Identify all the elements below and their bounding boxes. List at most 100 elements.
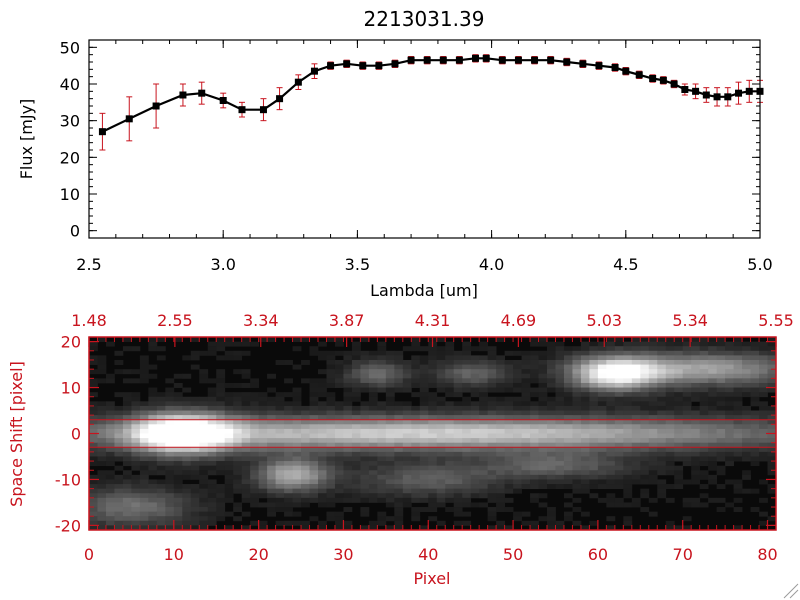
image-pixel xyxy=(292,451,302,457)
image-pixel xyxy=(343,419,353,425)
image-pixel xyxy=(530,456,539,462)
image-pixel xyxy=(648,382,658,388)
image-pixel xyxy=(699,442,709,448)
image-pixel xyxy=(614,419,624,425)
image-pixel xyxy=(216,470,226,476)
image-pixel xyxy=(318,392,327,398)
image-pixel xyxy=(385,428,395,434)
image-pixel xyxy=(470,382,480,388)
image-pixel xyxy=(131,479,141,485)
image-pixel xyxy=(631,401,641,407)
image-pixel xyxy=(334,520,344,526)
image-pixel xyxy=(89,456,98,462)
image-pixel xyxy=(699,428,709,434)
image-pixel xyxy=(606,392,616,398)
image-pixel xyxy=(351,474,361,480)
image-pixel xyxy=(114,493,124,499)
image-pixel xyxy=(479,346,489,352)
spectrum-data-point xyxy=(724,93,732,101)
image-pixel xyxy=(453,470,463,476)
image-pixel xyxy=(284,438,293,444)
image-pixel xyxy=(572,433,582,439)
image-pixel xyxy=(572,520,582,526)
image-pixel xyxy=(436,488,446,494)
image-pixel xyxy=(216,428,226,434)
image-pixel xyxy=(165,447,175,453)
image-pixel xyxy=(309,516,319,522)
image-pixel xyxy=(462,451,472,457)
image-pixel xyxy=(241,392,251,398)
image-pixel xyxy=(334,341,344,347)
image-pixel xyxy=(343,369,353,375)
image-pixel xyxy=(436,428,446,434)
image-pixel xyxy=(606,378,616,384)
image-pixel xyxy=(267,337,276,342)
image-pixel xyxy=(682,456,692,462)
image-pixel xyxy=(572,419,582,425)
image-pixel xyxy=(105,461,115,467)
image-pixel xyxy=(657,392,667,398)
image-pixel xyxy=(368,392,378,398)
image-pixel xyxy=(436,479,446,485)
image-pixel xyxy=(207,415,217,421)
image-pixel xyxy=(513,511,522,517)
image-pixel xyxy=(631,410,641,416)
image-panel: 0 10 20 30 40 50 60 70 80 1.48 2.55 3.34 3.87 4.31 4.… xyxy=(7,311,794,588)
image-pixel xyxy=(258,479,268,485)
image-pixel xyxy=(182,405,192,411)
image-pixel xyxy=(326,392,336,398)
image-pixel xyxy=(708,337,718,342)
image-pixel xyxy=(742,350,751,356)
image-pixel xyxy=(207,516,217,522)
image-pixel xyxy=(148,493,158,499)
image-pixel xyxy=(631,502,641,508)
image-pixel xyxy=(148,511,158,517)
image-pixel xyxy=(309,396,319,402)
image-pixel xyxy=(309,447,319,453)
image-pixel xyxy=(360,511,370,517)
image-pixel xyxy=(623,378,633,384)
spectrum-x-tick-label: 5.0 xyxy=(747,255,772,274)
image-pixel xyxy=(614,470,624,476)
spectrum-data-point xyxy=(482,54,490,62)
image-pixel xyxy=(402,387,412,393)
image-pixel xyxy=(716,401,726,407)
image-pixel xyxy=(267,433,276,439)
image-pixel xyxy=(241,396,251,402)
image-pixel xyxy=(597,396,607,402)
image-pixel xyxy=(148,456,158,462)
image-pixel xyxy=(267,511,276,517)
image-pixel xyxy=(182,442,192,448)
image-pixel xyxy=(631,387,641,393)
image-pixel xyxy=(640,382,650,388)
image-pixel xyxy=(436,433,446,439)
image-pixel xyxy=(580,433,590,439)
image-pixel xyxy=(436,415,446,421)
image-pixel xyxy=(614,396,624,402)
image-pixel xyxy=(419,359,429,365)
image-pixel xyxy=(572,484,582,490)
image-pixel xyxy=(538,387,548,393)
image-pixel xyxy=(674,447,684,453)
image-pixel xyxy=(258,465,268,471)
image-pixel xyxy=(326,447,336,453)
image-pixel xyxy=(334,442,344,448)
image-pixel xyxy=(428,461,438,467)
image-pixel xyxy=(453,520,463,526)
image-pixel xyxy=(597,373,607,379)
image-pixel xyxy=(385,451,395,457)
image-pixel xyxy=(402,424,412,430)
image-pixel xyxy=(623,465,633,471)
image-pixel xyxy=(453,350,463,356)
image-pixel xyxy=(496,461,505,467)
image-pixel xyxy=(759,511,768,517)
image-pixel xyxy=(547,465,556,471)
image-pixel xyxy=(89,525,98,531)
image-pixel xyxy=(131,410,141,416)
image-pixel xyxy=(648,346,658,352)
image-pixel xyxy=(165,378,175,384)
image-pixel xyxy=(402,369,412,375)
image-pixel xyxy=(470,438,480,444)
image-pixel xyxy=(563,350,573,356)
image-pixel xyxy=(462,442,472,448)
